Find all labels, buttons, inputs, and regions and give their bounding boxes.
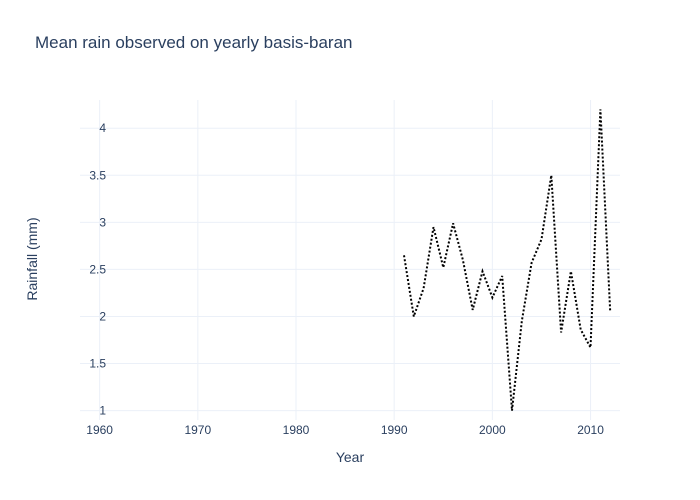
- y-tick-label: 2: [99, 309, 106, 323]
- x-tick-label: 2000: [479, 423, 506, 437]
- y-tick-label: 1.5: [89, 357, 106, 371]
- x-tick-label: 1970: [184, 423, 211, 437]
- tick-labels: 1960 1970 1980 1990 2000 2010 1 1.5 2 2.5 3 3.5 4: [86, 121, 604, 437]
- x-tick-label: 1960: [86, 423, 113, 437]
- x-tick-label: 1990: [381, 423, 408, 437]
- y-axis-title: Rainfall (mm): [24, 217, 40, 300]
- chart-title: Mean rain observed on yearly basis-baran: [35, 33, 353, 52]
- y-tick-label: 4: [99, 121, 106, 135]
- x-axis-title: Year: [336, 449, 365, 465]
- x-tick-label: 2010: [577, 423, 604, 437]
- y-tick-label: 2.5: [89, 262, 106, 276]
- y-tick-label: 3.5: [89, 168, 106, 182]
- series-layer: [403, 109, 612, 411]
- y-tick-label: 3: [99, 215, 106, 229]
- x-tick-label: 1980: [283, 423, 310, 437]
- y-tick-label: 1: [99, 404, 106, 418]
- gridlines: [80, 100, 620, 420]
- series-line: [403, 109, 612, 411]
